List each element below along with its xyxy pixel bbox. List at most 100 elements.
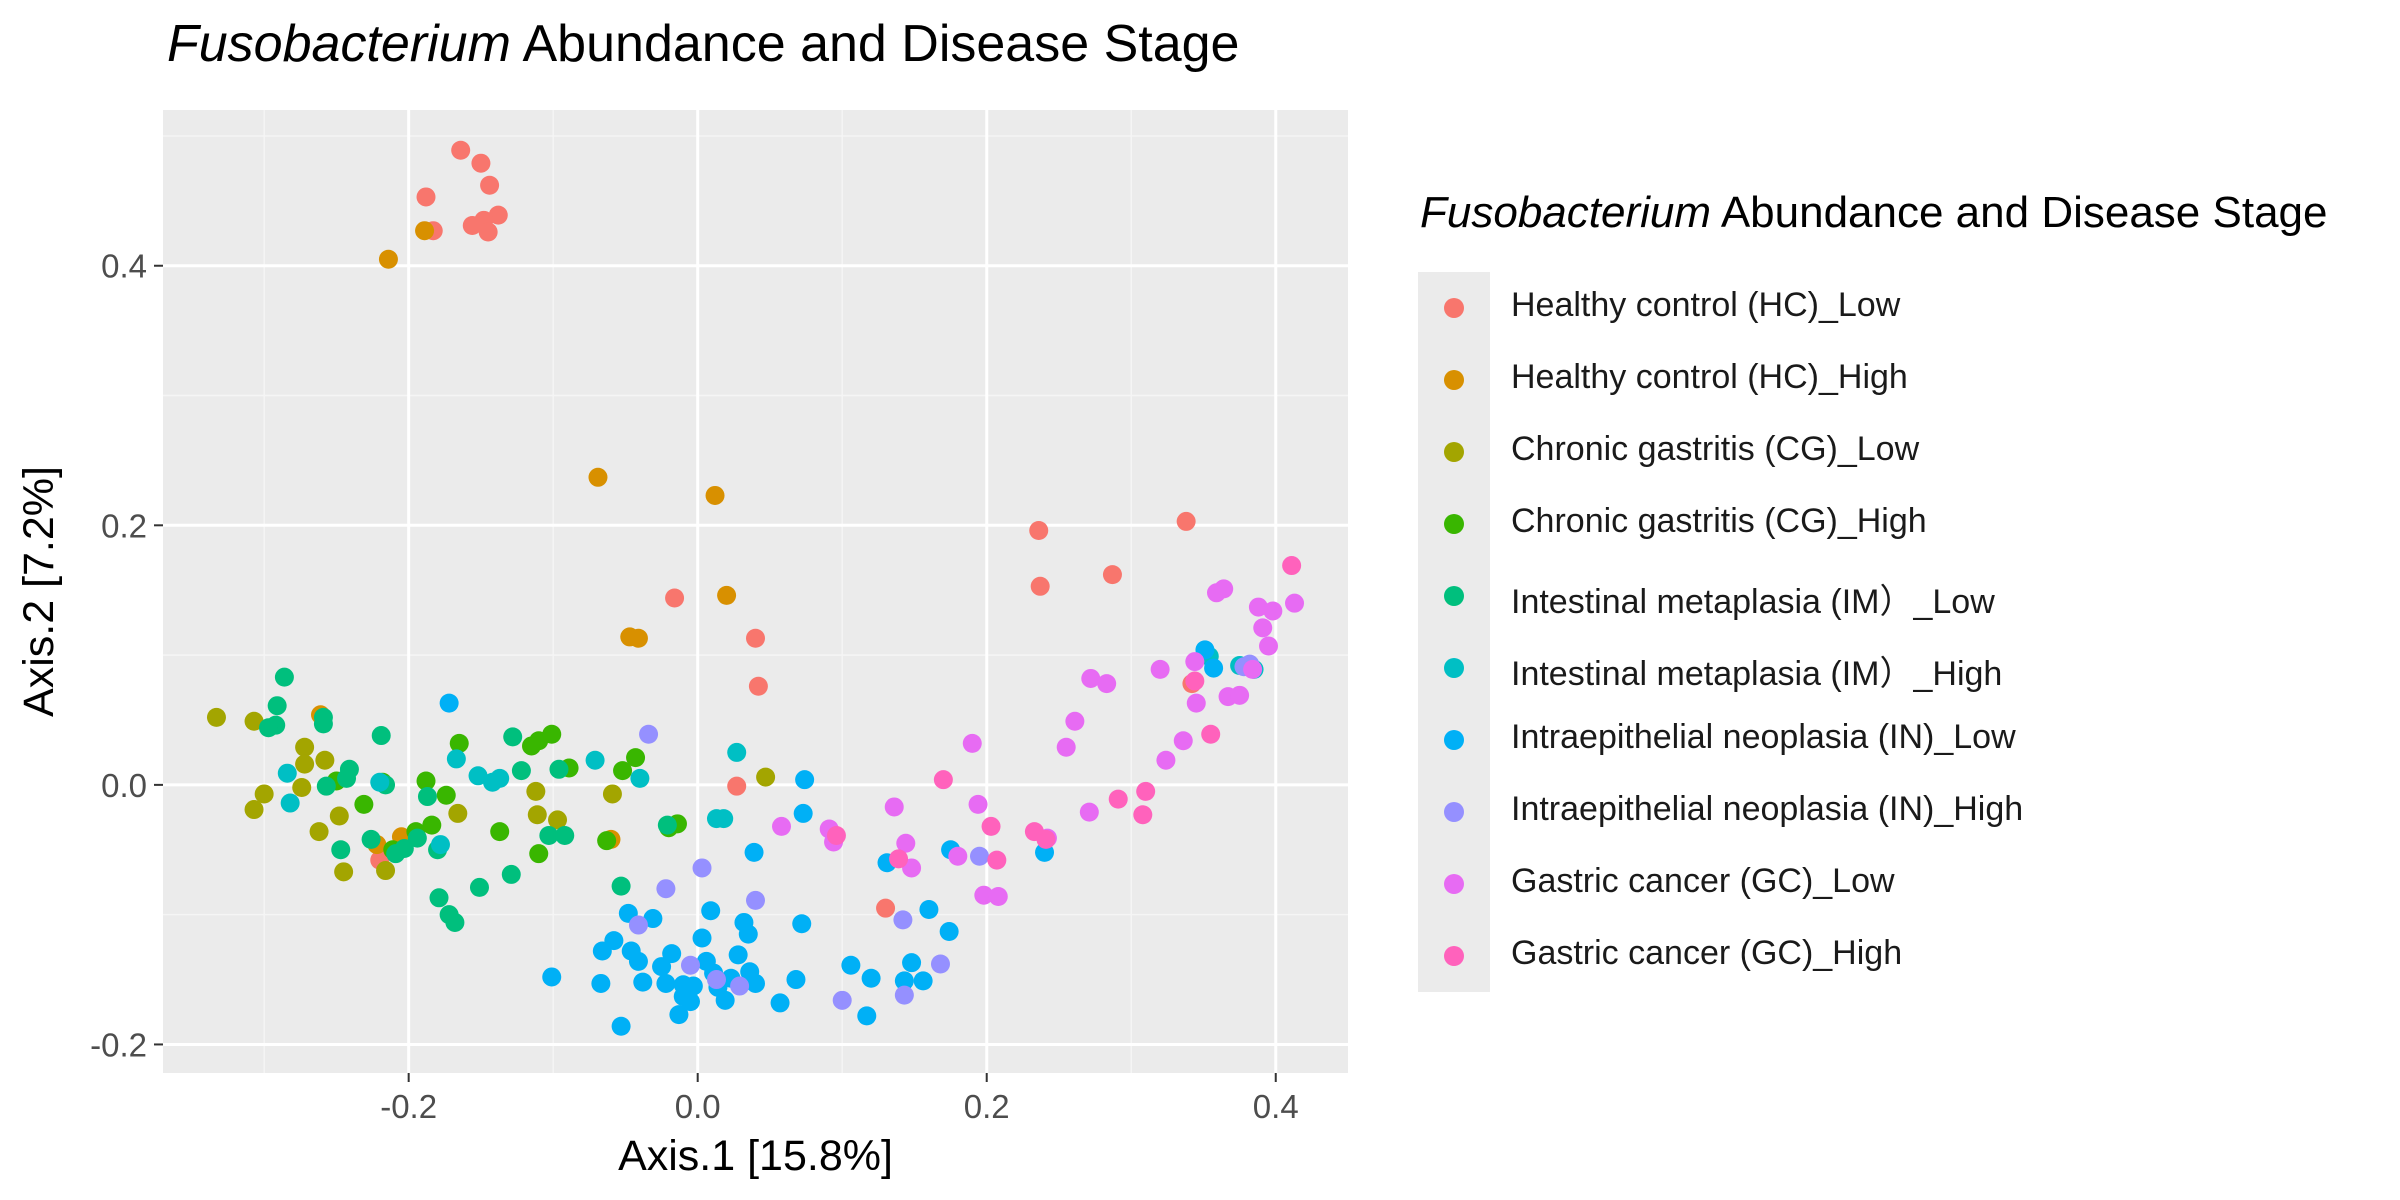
data-point <box>597 831 617 851</box>
data-point <box>361 829 381 849</box>
legend-key-dot <box>1444 370 1464 390</box>
data-point <box>792 914 812 934</box>
data-point <box>490 822 510 842</box>
data-point <box>449 733 469 753</box>
data-point <box>919 899 939 919</box>
data-point <box>527 805 547 825</box>
legend-key-dot <box>1444 874 1464 894</box>
data-point <box>673 986 693 1006</box>
data-point <box>628 915 648 935</box>
data-point <box>295 737 315 757</box>
data-point <box>705 485 725 505</box>
y-tick-label: -0.2 <box>90 1026 147 1063</box>
data-point <box>987 850 1007 870</box>
data-point <box>706 809 726 829</box>
legend-item-label: Healthy control (HC)_Low <box>1511 286 1901 324</box>
data-point <box>730 976 750 996</box>
data-point <box>244 711 264 731</box>
data-point <box>861 968 881 988</box>
data-point <box>478 222 498 242</box>
data-point <box>588 467 608 487</box>
data-point <box>503 727 523 747</box>
data-point <box>415 221 435 241</box>
data-point <box>295 754 315 774</box>
legend-item-label: Healthy control (HC)_High <box>1511 358 1908 396</box>
data-point <box>1133 805 1153 825</box>
legend-key-dot <box>1444 730 1464 750</box>
data-point <box>376 861 396 881</box>
data-point <box>770 993 790 1013</box>
data-point <box>446 749 466 769</box>
legend-item: Intestinal metaplasia (IM）_Low <box>1418 560 2318 632</box>
data-point <box>490 768 510 788</box>
data-point <box>832 990 852 1010</box>
data-point <box>501 864 521 884</box>
data-point <box>602 784 622 804</box>
data-point <box>416 771 436 791</box>
legend-key-dot <box>1444 658 1464 678</box>
data-point <box>611 1016 631 1036</box>
y-axis: -0.2 0.0 0.2 0.4 <box>90 248 163 1063</box>
data-point <box>469 877 489 897</box>
data-point <box>662 944 682 964</box>
data-point <box>378 249 398 269</box>
grid-minor <box>163 110 1348 1073</box>
data-point <box>1282 556 1302 576</box>
data-point <box>309 822 329 842</box>
data-point <box>893 910 913 930</box>
data-point <box>665 588 685 608</box>
data-point <box>206 707 226 727</box>
data-point <box>1108 789 1128 809</box>
data-point <box>656 879 676 899</box>
y-tick-label: 0.0 <box>101 767 147 804</box>
legend-key-dot <box>1444 946 1464 966</box>
data-point <box>354 794 374 814</box>
data-point <box>331 840 351 860</box>
data-point <box>371 726 391 746</box>
data-point <box>1036 829 1056 849</box>
data-point <box>1259 636 1279 656</box>
data-point <box>1253 618 1273 638</box>
data-point <box>1030 576 1050 596</box>
data-point <box>539 825 559 845</box>
data-point <box>1056 737 1076 757</box>
x-tick-label: 0.2 <box>964 1088 1010 1125</box>
data-point <box>962 733 982 753</box>
data-point <box>316 776 336 796</box>
chart-title: Fusobacterium Abundance and Disease Stag… <box>167 14 1239 74</box>
legend-key-background <box>1418 272 1490 992</box>
data-point <box>1081 668 1101 688</box>
data-point <box>746 890 765 910</box>
legend-item-label: Gastric cancer (GC)_Low <box>1511 862 1895 900</box>
legend-key-dot <box>1444 442 1464 462</box>
data-point <box>329 806 349 826</box>
data-point <box>1186 693 1206 713</box>
legend-item: Intraepithelial neoplasia (IN)_Low <box>1418 704 2318 776</box>
data-point <box>439 693 459 713</box>
data-point <box>370 772 390 792</box>
data-point <box>738 924 758 944</box>
data-point <box>315 750 335 770</box>
data-point <box>254 784 274 804</box>
x-axis: -0.2 0.0 0.2 0.4 <box>380 1073 1299 1125</box>
data-point <box>656 973 676 993</box>
data-point <box>436 785 456 805</box>
data-point <box>894 971 914 991</box>
y-tick-label: 0.2 <box>101 507 147 544</box>
data-point <box>913 971 933 991</box>
data-point <box>930 954 950 974</box>
data-point <box>416 187 436 207</box>
data-point <box>258 718 278 738</box>
data-point <box>334 862 354 882</box>
data-point <box>292 777 312 797</box>
legend-item-label: Chronic gastritis (CG)_High <box>1511 502 1927 540</box>
data-point <box>1150 659 1170 679</box>
data-point <box>448 803 468 823</box>
data-point <box>1079 802 1099 822</box>
data-point <box>1263 601 1283 621</box>
data-point <box>1136 781 1156 801</box>
data-point <box>480 175 500 195</box>
data-point <box>422 815 442 835</box>
data-point <box>313 714 333 734</box>
